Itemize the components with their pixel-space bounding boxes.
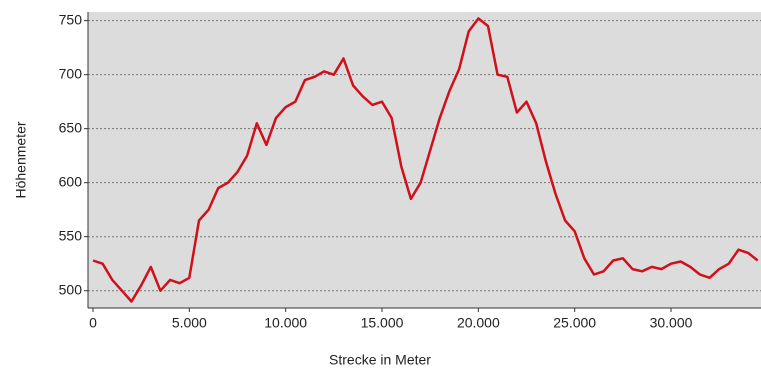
plot-area [88, 12, 761, 308]
elevation-line [92, 17, 759, 303]
y-tick-label: 500 [59, 281, 83, 297]
y-axis-label: Höhenmeter [13, 121, 29, 198]
y-tick-label: 600 [59, 173, 83, 189]
x-tick-label: 10.000 [264, 315, 307, 331]
y-tick-label: 650 [59, 119, 83, 135]
y-tick-label: 550 [59, 227, 83, 243]
y-tick-label: 750 [59, 11, 83, 27]
x-tick-label: 0 [89, 315, 97, 331]
x-axis-label: Strecke in Meter [329, 352, 431, 368]
x-tick-label: 25.000 [553, 315, 596, 331]
x-tick-label: 20.000 [457, 315, 500, 331]
x-tick-label: 5.000 [172, 315, 207, 331]
x-tick-label: 15.000 [361, 315, 404, 331]
y-tick-label: 700 [59, 65, 83, 81]
x-tick-label: 30.000 [650, 315, 693, 331]
